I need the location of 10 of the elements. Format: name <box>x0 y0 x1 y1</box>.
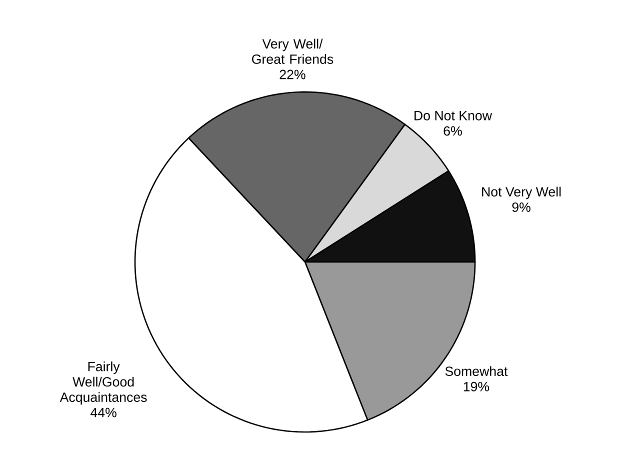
data-label: 6% <box>444 126 462 136</box>
data-label: 22% <box>280 70 306 80</box>
data-label: 44% <box>90 408 116 418</box>
slice-label: Do Not Know <box>414 111 492 120</box>
slice-label: Very Well/ Great Friends <box>252 38 334 64</box>
slice-label: Somewhat <box>445 366 508 376</box>
slice-label: Not Very Well <box>482 186 561 200</box>
data-label: 9% <box>512 202 530 212</box>
data-label: 19% <box>464 382 490 392</box>
slice-label: Fairly Well/Good Acquaintances <box>60 361 147 405</box>
